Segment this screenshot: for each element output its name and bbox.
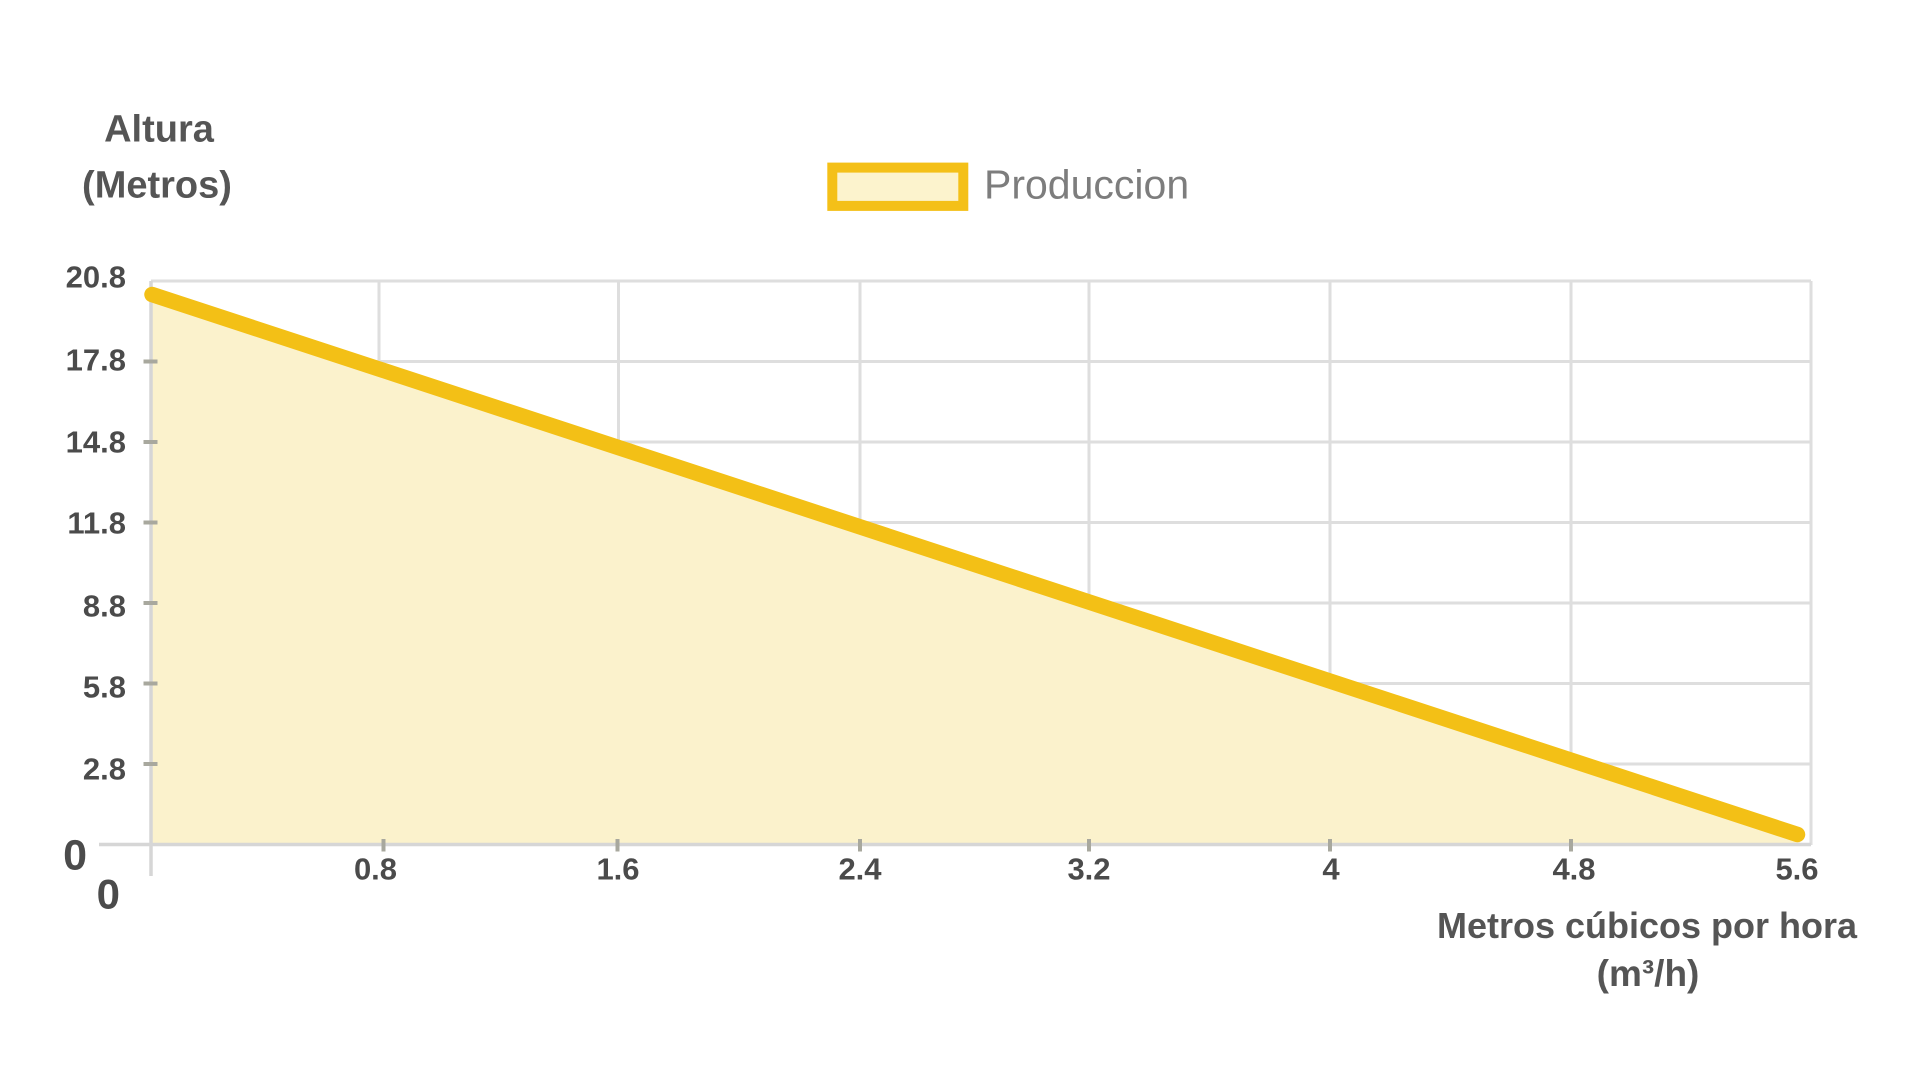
svg-text:4.8: 4.8 — [1552, 851, 1595, 886]
svg-text:Metros cúbicos por hora: Metros cúbicos por hora — [1437, 905, 1858, 946]
svg-text:14.8: 14.8 — [66, 425, 126, 460]
svg-text:2.8: 2.8 — [83, 752, 126, 787]
svg-text:8.8: 8.8 — [83, 588, 126, 623]
svg-text:20.8: 20.8 — [66, 260, 126, 295]
svg-text:Produccion: Produccion — [984, 162, 1189, 208]
svg-text:4: 4 — [1322, 851, 1340, 886]
svg-text:1.6: 1.6 — [596, 851, 639, 886]
svg-text:17.8: 17.8 — [66, 343, 126, 378]
svg-text:0.8: 0.8 — [354, 851, 397, 886]
svg-text:2.4: 2.4 — [838, 851, 882, 886]
svg-text:5.6: 5.6 — [1775, 851, 1818, 886]
svg-text:11.8: 11.8 — [67, 506, 126, 541]
svg-text:Altura: Altura — [104, 109, 215, 151]
svg-text:5.8: 5.8 — [83, 670, 126, 705]
svg-text:(Metros): (Metros) — [82, 165, 232, 207]
svg-text:3.2: 3.2 — [1067, 851, 1110, 886]
svg-text:(m³/h): (m³/h) — [1597, 953, 1700, 994]
svg-text:0: 0 — [63, 832, 87, 880]
svg-text:0: 0 — [97, 870, 120, 917]
